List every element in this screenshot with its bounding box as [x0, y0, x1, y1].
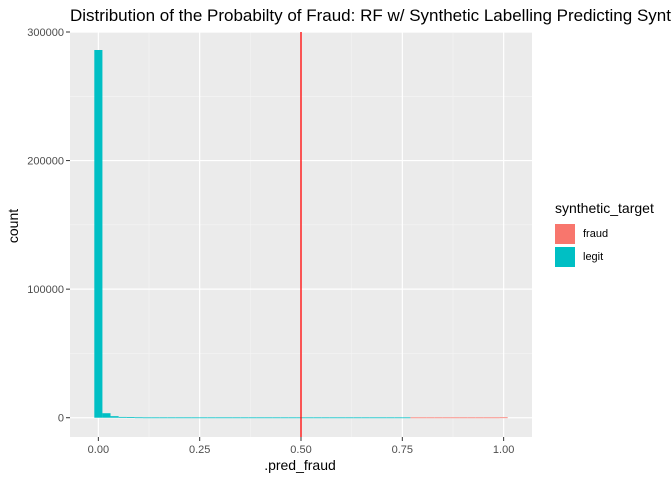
x-tick-label: 0.75 [392, 444, 413, 456]
histogram-bar-legit [378, 417, 387, 419]
histogram-bar-legit [272, 417, 281, 419]
chart-title: Distribution of the Probabilty of Fraud:… [70, 6, 672, 25]
x-tick-label: 1.00 [493, 444, 514, 456]
y-tick-label: 100000 [27, 284, 64, 296]
histogram-bar-legit [110, 416, 119, 418]
legend-label-fraud: fraud [583, 227, 609, 240]
histogram-bar-fraud [434, 417, 443, 419]
histogram-bar-legit [215, 417, 224, 419]
histogram-bar-legit [288, 417, 297, 419]
histogram-bar-legit [337, 417, 346, 419]
histogram-bar-legit [402, 417, 411, 419]
histogram-bar-legit [126, 417, 135, 418]
x-axis-label: .pred_fraud [264, 457, 336, 473]
histogram-bar-legit [175, 417, 184, 419]
histogram-bar-legit [369, 417, 378, 419]
histogram-bar-legit [183, 417, 192, 419]
histogram-bar-legit [191, 417, 200, 419]
histogram-bar-legit [240, 417, 249, 419]
x-tick-label: 0.00 [88, 444, 109, 456]
histogram-bar-legit [159, 417, 168, 419]
histogram-bar-legit [94, 50, 103, 418]
histogram-bar-legit [232, 417, 241, 419]
histogram-bar-fraud [410, 417, 419, 419]
histogram-bar-legit [102, 413, 111, 418]
histogram-bar-fraud [499, 417, 508, 419]
histogram-bar-legit [199, 417, 208, 419]
histogram-bar-legit [386, 417, 395, 419]
histogram-bar-legit [207, 417, 216, 419]
y-tick-label: 300000 [27, 27, 64, 39]
histogram-bar-fraud [483, 417, 492, 419]
x-tick-label: 0.25 [189, 444, 210, 456]
histogram-bar-legit [134, 417, 143, 419]
legend: synthetic_target fraud legit [555, 200, 654, 268]
histogram-bar-legit [224, 417, 233, 419]
histogram-bar-fraud [450, 417, 460, 419]
histogram-bar-fraud [475, 417, 484, 419]
histogram-bar-legit [305, 417, 314, 419]
legend-title: synthetic_target [555, 200, 654, 216]
legend-key-legit [555, 246, 575, 267]
legend-label-legit: legit [583, 250, 604, 263]
histogram-bar-legit [353, 417, 362, 419]
histogram-bar-fraud [418, 417, 427, 419]
histogram-bar-fraud [467, 417, 476, 419]
histogram-bar-legit [329, 417, 338, 419]
histogram-bar-fraud [459, 417, 468, 419]
histogram-bar-legit [256, 417, 265, 419]
histogram-bar-legit [345, 417, 354, 419]
legend-key-fraud [555, 223, 575, 244]
histogram-bar-legit [394, 417, 403, 419]
x-tick-label: 0.50 [290, 444, 311, 456]
histogram-bar-legit [167, 417, 176, 419]
histogram-bar-fraud [442, 417, 451, 419]
histogram-bar-legit [264, 417, 273, 419]
y-axis-label: count [5, 209, 21, 243]
y-tick-label: 0 [58, 413, 64, 425]
histogram-bar-fraud [426, 417, 435, 419]
histogram-bar-legit [118, 416, 127, 418]
histogram-bar-legit [280, 417, 289, 419]
histogram-bar-legit [151, 417, 160, 419]
histogram-bar-legit [248, 417, 257, 419]
legend-item-legit: legit [555, 245, 654, 268]
legend-item-fraud: fraud [555, 222, 654, 245]
y-tick-label: 200000 [27, 156, 64, 168]
histogram-bar-legit [321, 417, 330, 419]
histogram-bar-legit [142, 417, 152, 419]
histogram-bar-fraud [491, 417, 500, 419]
histogram-bar-legit [361, 417, 370, 419]
histogram-bar-legit [313, 417, 322, 419]
